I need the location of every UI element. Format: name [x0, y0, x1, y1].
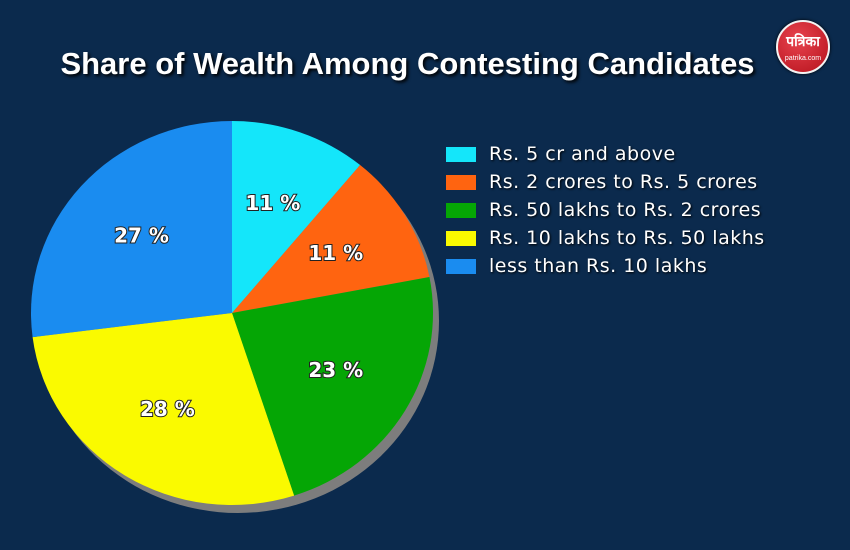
legend-swatch	[446, 146, 476, 162]
legend-label: Rs. 50 lakhs to Rs. 2 crores	[489, 199, 762, 221]
legend-item: Rs. 5 cr and above	[446, 140, 765, 168]
logo-site: patrika.com	[784, 55, 822, 62]
legend-label: Rs. 2 crores to Rs. 5 crores	[489, 171, 758, 193]
slice-label-1: 11 %	[245, 191, 300, 215]
legend-label: less than Rs. 10 lakhs	[489, 255, 708, 277]
legend-swatch	[446, 258, 476, 274]
legend-item: less than Rs. 10 lakhs	[446, 252, 765, 280]
pie-slice-5	[30, 121, 232, 338]
pie-slice-3	[232, 277, 433, 496]
pie-slice-1	[232, 121, 361, 313]
legend-label: Rs. 5 cr and above	[489, 143, 676, 165]
legend-label: Rs. 10 lakhs to Rs. 50 lakhs	[489, 227, 765, 249]
legend-item: Rs. 50 lakhs to Rs. 2 crores	[446, 196, 765, 224]
legend-swatch	[446, 230, 476, 246]
pie-slice-4	[32, 313, 295, 505]
slice-label-2: 11 %	[308, 241, 363, 265]
logo-mark: पत्रिका	[786, 34, 820, 50]
slice-label-3: 23 %	[308, 358, 363, 382]
slice-label-4: 28 %	[140, 397, 195, 421]
chart-title: Share of Wealth Among Contesting Candida…	[60, 46, 755, 81]
legend-swatch	[446, 202, 476, 218]
legend-swatch	[446, 174, 476, 190]
chart-legend: Rs. 5 cr and above Rs. 2 crores to Rs. 5…	[446, 140, 765, 280]
legend-item: Rs. 2 crores to Rs. 5 crores	[446, 168, 765, 196]
patrika-logo[interactable]: पत्रिका patrika.com	[776, 20, 830, 74]
pie-slice-2	[232, 165, 430, 313]
slice-label-5: 27 %	[114, 223, 169, 247]
legend-item: Rs. 10 lakhs to Rs. 50 lakhs	[446, 224, 765, 252]
